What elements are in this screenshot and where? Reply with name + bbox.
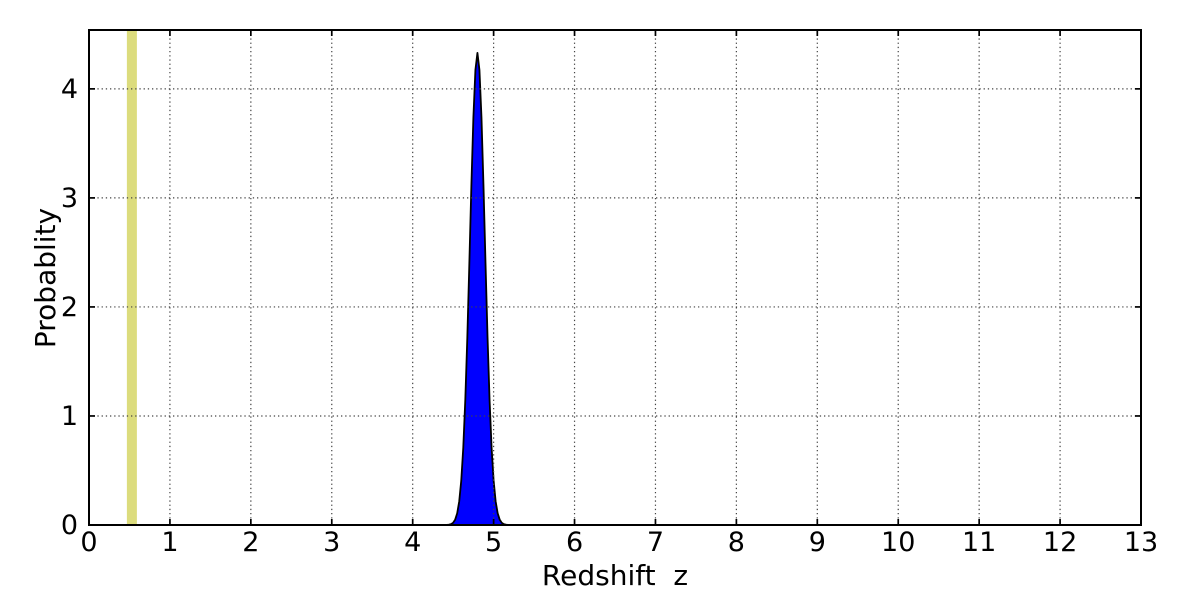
grid-layer bbox=[89, 30, 1141, 525]
y-tick-label-3: 3 bbox=[61, 183, 78, 214]
x-tick-label-0: 0 bbox=[80, 527, 97, 558]
y-axis-label: Probablity bbox=[29, 208, 62, 348]
y-tick-label-1: 1 bbox=[61, 401, 78, 432]
x-tick-label-6: 6 bbox=[566, 527, 583, 558]
probability-curve-fill bbox=[445, 52, 510, 526]
x-tick-label-9: 9 bbox=[809, 527, 826, 558]
x-tick-label-2: 2 bbox=[242, 527, 259, 558]
x-tick-labels: 0 1 2 3 4 5 6 7 8 9 10 11 12 13 bbox=[80, 527, 1158, 558]
probability-curve-layer bbox=[445, 52, 510, 526]
vertical-marker-line bbox=[126, 30, 137, 525]
x-tick-label-7: 7 bbox=[647, 527, 664, 558]
tick-marks-layer bbox=[88, 30, 1142, 526]
x-tick-label-12: 12 bbox=[1043, 527, 1077, 558]
plot-frame bbox=[88, 29, 1142, 526]
x-tick-label-11: 11 bbox=[962, 527, 996, 558]
y-tick-label-2: 2 bbox=[61, 292, 78, 323]
marker-line-layer bbox=[126, 30, 137, 525]
y-tick-label-0: 0 bbox=[61, 510, 78, 541]
x-axis-label: Redshift z bbox=[542, 559, 688, 592]
x-tick-label-4: 4 bbox=[404, 527, 421, 558]
y-tick-labels: 0 1 2 3 4 bbox=[61, 74, 78, 541]
x-tick-label-3: 3 bbox=[323, 527, 340, 558]
x-tick-label-13: 13 bbox=[1124, 527, 1158, 558]
y-tick-label-4: 4 bbox=[61, 74, 78, 105]
x-tick-label-10: 10 bbox=[881, 527, 915, 558]
x-tick-label-8: 8 bbox=[728, 527, 745, 558]
x-tick-label-5: 5 bbox=[485, 527, 502, 558]
x-tick-label-1: 1 bbox=[161, 527, 178, 558]
probability-curve-outline bbox=[445, 52, 510, 526]
